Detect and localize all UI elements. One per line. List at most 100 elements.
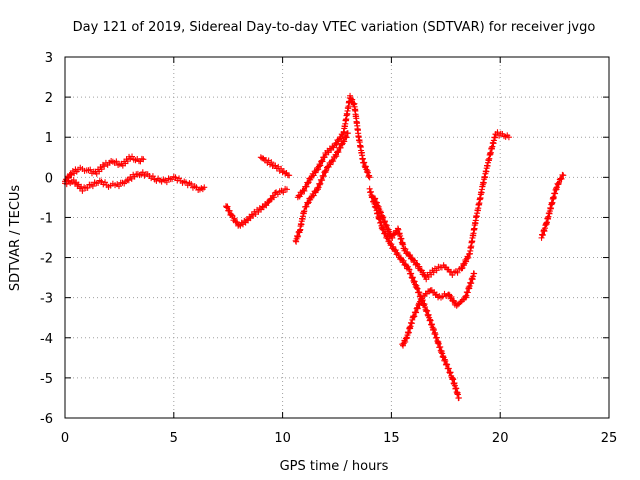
data-point bbox=[411, 313, 418, 320]
series-arc-1-lower bbox=[62, 169, 208, 194]
data-point bbox=[320, 173, 327, 180]
data-point bbox=[231, 215, 238, 222]
data-point bbox=[339, 141, 346, 148]
data-point bbox=[402, 335, 409, 342]
plot-frame bbox=[64, 56, 610, 419]
data-point bbox=[407, 252, 414, 259]
data-point bbox=[319, 158, 326, 165]
data-point bbox=[560, 172, 567, 179]
data-point bbox=[411, 278, 418, 285]
data-point bbox=[303, 203, 310, 210]
grid bbox=[65, 57, 609, 418]
data-point bbox=[172, 174, 179, 181]
data-point bbox=[301, 187, 308, 194]
data-point bbox=[286, 172, 293, 179]
data-point bbox=[384, 225, 391, 232]
x-tick-label: 10 bbox=[274, 431, 291, 446]
data-point bbox=[505, 134, 512, 141]
data-point bbox=[455, 394, 462, 401]
y-tick-label: 3 bbox=[45, 51, 53, 66]
data-point bbox=[463, 258, 470, 265]
x-tick-label: 25 bbox=[601, 431, 618, 446]
data-point bbox=[333, 153, 340, 160]
data-point bbox=[402, 338, 409, 345]
data-point bbox=[433, 267, 440, 274]
series-arc-4-upper bbox=[294, 92, 373, 201]
data-point bbox=[337, 135, 344, 142]
data-point bbox=[380, 226, 387, 233]
data-point bbox=[304, 200, 311, 207]
data-point bbox=[471, 270, 478, 277]
data-point bbox=[413, 284, 420, 291]
data-point bbox=[381, 230, 388, 237]
data-point bbox=[125, 177, 132, 184]
data-point bbox=[409, 274, 416, 281]
x-tick-label: 5 bbox=[170, 431, 178, 446]
data-point bbox=[335, 149, 342, 156]
series-arc-7 bbox=[399, 270, 478, 349]
data-point bbox=[337, 144, 344, 151]
data-point bbox=[494, 129, 501, 136]
data-point bbox=[113, 158, 120, 165]
x-axis-label: GPS time / hours bbox=[280, 459, 389, 474]
y-tick-label: -6 bbox=[40, 412, 53, 427]
data-point bbox=[318, 157, 325, 164]
data-point bbox=[140, 156, 147, 163]
data-point bbox=[465, 254, 472, 261]
series-arc-2 bbox=[223, 185, 290, 229]
data-point bbox=[447, 370, 454, 377]
data-point bbox=[343, 134, 350, 141]
chart-title: Day 121 of 2019, Sidereal Day-to-day VTE… bbox=[73, 20, 596, 35]
series-arc-6 bbox=[370, 129, 512, 283]
data-point bbox=[417, 298, 424, 305]
data-point bbox=[414, 305, 421, 312]
data-point bbox=[163, 179, 170, 186]
data-point bbox=[406, 266, 413, 273]
data-point bbox=[271, 189, 278, 196]
data-point bbox=[413, 309, 420, 316]
data-point bbox=[280, 189, 287, 196]
y-tick-label: -2 bbox=[40, 252, 53, 267]
data-point bbox=[317, 162, 324, 169]
data-point bbox=[224, 203, 231, 210]
data-point bbox=[341, 138, 348, 145]
data-point bbox=[279, 169, 286, 176]
series-arc-8 bbox=[538, 171, 567, 241]
data-point bbox=[282, 170, 289, 177]
data-point bbox=[374, 202, 381, 209]
data-point bbox=[420, 269, 427, 276]
data-point bbox=[375, 205, 382, 212]
data-point bbox=[408, 270, 415, 277]
data-point bbox=[300, 187, 307, 194]
data-point bbox=[226, 207, 233, 214]
data-point bbox=[260, 155, 267, 162]
data-point bbox=[228, 212, 235, 219]
data-point bbox=[383, 222, 390, 229]
data-point bbox=[416, 289, 423, 296]
data-point bbox=[129, 153, 136, 160]
data-point bbox=[454, 269, 461, 276]
x-tick-label: 0 bbox=[61, 431, 69, 446]
y-tick-label: -5 bbox=[40, 372, 53, 387]
series-arc-3 bbox=[257, 154, 293, 179]
data-point bbox=[101, 163, 108, 170]
data-point bbox=[445, 365, 452, 372]
data-point bbox=[448, 293, 455, 300]
data-point bbox=[268, 159, 275, 166]
data-point bbox=[329, 157, 336, 164]
data-point bbox=[298, 191, 305, 198]
data-point bbox=[270, 194, 277, 201]
data-point bbox=[558, 175, 565, 182]
data-point bbox=[314, 184, 321, 191]
y-tick-label: -1 bbox=[40, 211, 53, 226]
data-point bbox=[384, 227, 391, 234]
y-tick-label: 1 bbox=[45, 131, 53, 146]
data-point bbox=[349, 96, 356, 103]
x-tick-label: 20 bbox=[492, 431, 509, 446]
data-point bbox=[272, 162, 279, 169]
y-tick-label: -3 bbox=[40, 292, 53, 307]
data-point bbox=[443, 361, 450, 368]
data-point bbox=[319, 177, 326, 184]
